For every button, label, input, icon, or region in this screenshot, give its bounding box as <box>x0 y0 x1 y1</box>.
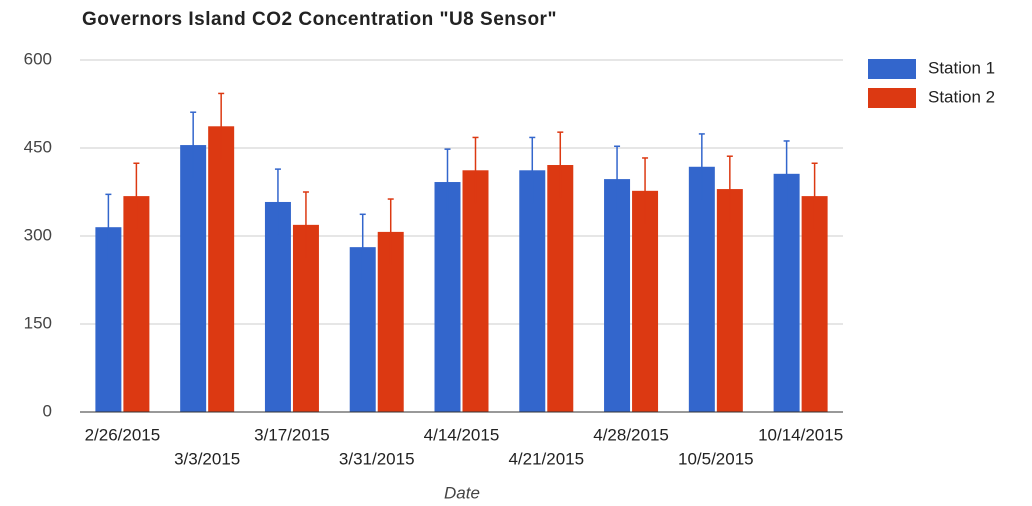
bar <box>208 126 235 412</box>
x-tick-label: 4/14/2015 <box>424 425 500 444</box>
y-tick-label: 0 <box>43 401 52 420</box>
legend-swatch <box>868 88 916 108</box>
x-axis-label: Date <box>444 483 480 502</box>
bar <box>632 190 659 412</box>
x-tick-label: 3/17/2015 <box>254 425 330 444</box>
y-tick-label: 300 <box>24 225 52 244</box>
x-tick-label: 4/21/2015 <box>508 449 584 468</box>
legend-swatch <box>868 59 916 79</box>
x-tick-label: 10/5/2015 <box>678 449 754 468</box>
bar <box>547 165 574 412</box>
legend-label: Station 2 <box>928 87 995 106</box>
bar <box>519 170 546 412</box>
bar <box>264 201 291 412</box>
y-tick-label: 600 <box>24 49 52 68</box>
x-tick-label: 4/28/2015 <box>593 425 669 444</box>
x-tick-label: 3/3/2015 <box>174 449 240 468</box>
bar <box>462 170 489 412</box>
bar <box>688 166 715 412</box>
legend-label: Station 1 <box>928 58 995 77</box>
bar <box>716 189 743 412</box>
x-tick-label: 10/14/2015 <box>758 425 843 444</box>
y-tick-label: 450 <box>24 137 52 156</box>
bar <box>180 145 207 413</box>
x-tick-label: 2/26/2015 <box>85 425 161 444</box>
x-tick-label: 3/31/2015 <box>339 449 415 468</box>
bar <box>801 196 828 412</box>
y-tick-label: 150 <box>24 313 52 332</box>
bar <box>604 179 631 412</box>
bar <box>773 173 800 412</box>
bar <box>123 196 150 412</box>
bar <box>434 182 461 412</box>
chart-title: Governors Island CO2 Concentration "U8 S… <box>82 9 557 30</box>
